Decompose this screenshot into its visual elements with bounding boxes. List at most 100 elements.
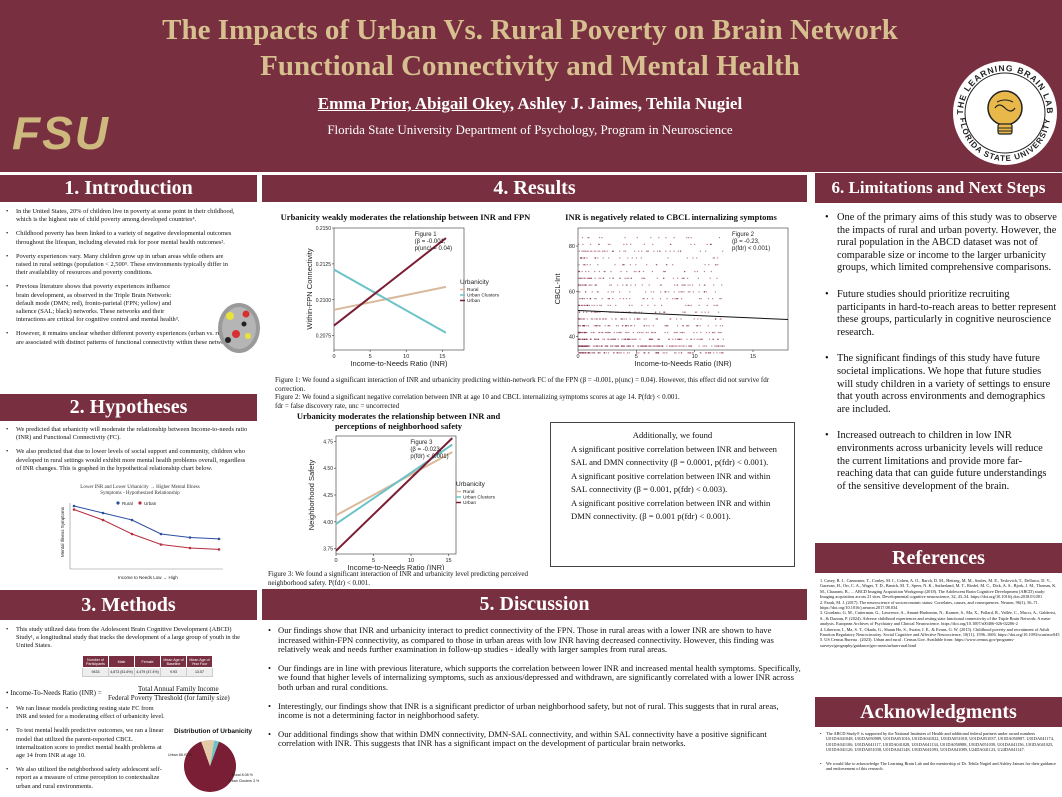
scatter-point bbox=[607, 291, 609, 293]
acknowledgment-item: We would like to acknowledge The Learnin… bbox=[820, 761, 1060, 772]
scatter-point bbox=[616, 345, 618, 347]
scatter-point bbox=[622, 298, 625, 300]
scatter-point bbox=[595, 284, 598, 286]
legend-item: Rural bbox=[467, 287, 478, 293]
scatter-point bbox=[692, 352, 694, 354]
y-axis-label: Neighborhood Safety bbox=[307, 460, 316, 531]
scatter-point bbox=[597, 338, 600, 340]
scatter-point bbox=[647, 250, 649, 252]
legend-item: Rural bbox=[463, 489, 474, 495]
scatter-point bbox=[657, 338, 659, 340]
scatter-point bbox=[617, 338, 619, 340]
scatter-point bbox=[628, 304, 631, 307]
scatter-point bbox=[635, 311, 637, 313]
scatter-point bbox=[688, 237, 690, 239]
scatter-point bbox=[664, 291, 666, 293]
scatter-point bbox=[583, 257, 586, 259]
scatter-point bbox=[629, 264, 632, 266]
scatter-point bbox=[654, 331, 657, 334]
scatter-point bbox=[674, 298, 676, 300]
figure-1-fpn-chart: 0.2075 0.2100 0.2125 0.2150 0 5 10 15Income-to-… bbox=[305, 226, 500, 368]
scatter-point bbox=[722, 338, 724, 340]
scatter-point bbox=[587, 325, 590, 327]
scatter-point bbox=[681, 331, 683, 334]
scatter-point bbox=[714, 331, 716, 334]
scatter-point bbox=[586, 311, 588, 313]
intro-bullet: Poverty experiences vary. Many children … bbox=[6, 253, 238, 278]
legend-item: Urban bbox=[463, 500, 476, 506]
scatter-point bbox=[578, 345, 580, 347]
y-tick-label: 40 bbox=[569, 334, 575, 340]
scatter-point bbox=[664, 270, 666, 273]
scatter-point bbox=[598, 325, 600, 327]
scatter-point bbox=[697, 277, 700, 279]
scatter-point bbox=[627, 345, 630, 347]
scatter-point bbox=[608, 257, 610, 259]
scatter-point bbox=[597, 352, 599, 354]
scatter-point bbox=[707, 298, 710, 300]
legend-title: Urbanicity bbox=[460, 279, 490, 286]
scatter-point bbox=[581, 345, 583, 347]
additional-title: Additionally, we found bbox=[632, 430, 713, 440]
fsu-logo: FSU bbox=[12, 107, 110, 159]
scatter-point bbox=[692, 257, 694, 259]
scatter-point bbox=[690, 345, 692, 347]
scatter-point bbox=[589, 277, 591, 279]
scatter-point bbox=[578, 325, 580, 327]
scatter-point bbox=[696, 311, 698, 313]
scatter-point bbox=[589, 284, 591, 286]
scatter-point bbox=[669, 243, 672, 246]
additional-findings-box: Additionally, we found A significant pos… bbox=[550, 422, 795, 567]
inr-label: Income-To-Needs Ratio (INR) = bbox=[10, 689, 102, 697]
scatter-point bbox=[580, 345, 582, 347]
scatter-point bbox=[627, 345, 629, 347]
scatter-point bbox=[609, 338, 611, 340]
scatter-point bbox=[642, 277, 645, 279]
scatter-point bbox=[642, 331, 644, 334]
scatter-point bbox=[682, 311, 684, 313]
scatter-point bbox=[615, 345, 617, 347]
scatter-point bbox=[626, 331, 628, 334]
scatter-point bbox=[643, 345, 645, 347]
scatter-point bbox=[578, 352, 580, 354]
scatter-point bbox=[579, 352, 581, 354]
scatter-point bbox=[600, 277, 602, 279]
scatter-point bbox=[638, 352, 640, 354]
scatter-point bbox=[598, 345, 600, 347]
scatter-point bbox=[650, 237, 652, 239]
scatter-point bbox=[654, 311, 656, 313]
scatter-point bbox=[695, 325, 698, 327]
scatter-point bbox=[716, 338, 719, 340]
scatter-point bbox=[608, 298, 610, 300]
scatter-point bbox=[601, 237, 603, 239]
scatter-point bbox=[663, 311, 665, 313]
scatter-point bbox=[625, 284, 628, 286]
scatter-point bbox=[685, 345, 687, 347]
scatter-point bbox=[599, 352, 601, 354]
scatter-point bbox=[608, 331, 610, 334]
additional-bullet: A significant positive correlation betwe… bbox=[571, 497, 771, 522]
scatter-point bbox=[594, 298, 596, 300]
scatter-point bbox=[583, 318, 585, 320]
scatter-point bbox=[593, 304, 595, 307]
scatter-point bbox=[584, 264, 586, 266]
hypothesized-relationship-chart: Rural Urban Income to Needs Low → High M… bbox=[60, 501, 223, 580]
scatter-point bbox=[710, 243, 712, 246]
scatter-point bbox=[595, 311, 597, 313]
scatter-point bbox=[591, 291, 593, 293]
scatter-point bbox=[664, 325, 666, 327]
figure-note: p(unc) = 0.04) bbox=[415, 246, 453, 252]
scatter-point bbox=[704, 311, 706, 313]
hypo-legend-urban: Urban bbox=[144, 501, 157, 506]
figure-2-cbcl-chart: 40 60 80 0 5 10 15 Income-to-Needs Ratio (INR) C… bbox=[553, 227, 789, 368]
scatter-point bbox=[589, 352, 591, 354]
scatter-point bbox=[619, 331, 621, 334]
poster-header: The Impacts of Urban Vs. Rural Poverty o… bbox=[0, 0, 1062, 172]
scatter-point bbox=[601, 345, 603, 347]
scatter-point bbox=[595, 325, 597, 327]
scatter-point bbox=[684, 284, 686, 286]
scatter-point bbox=[578, 284, 580, 286]
y-tick-label: 80 bbox=[569, 244, 575, 250]
scatter-point bbox=[667, 257, 669, 259]
scatter-point bbox=[690, 304, 692, 307]
